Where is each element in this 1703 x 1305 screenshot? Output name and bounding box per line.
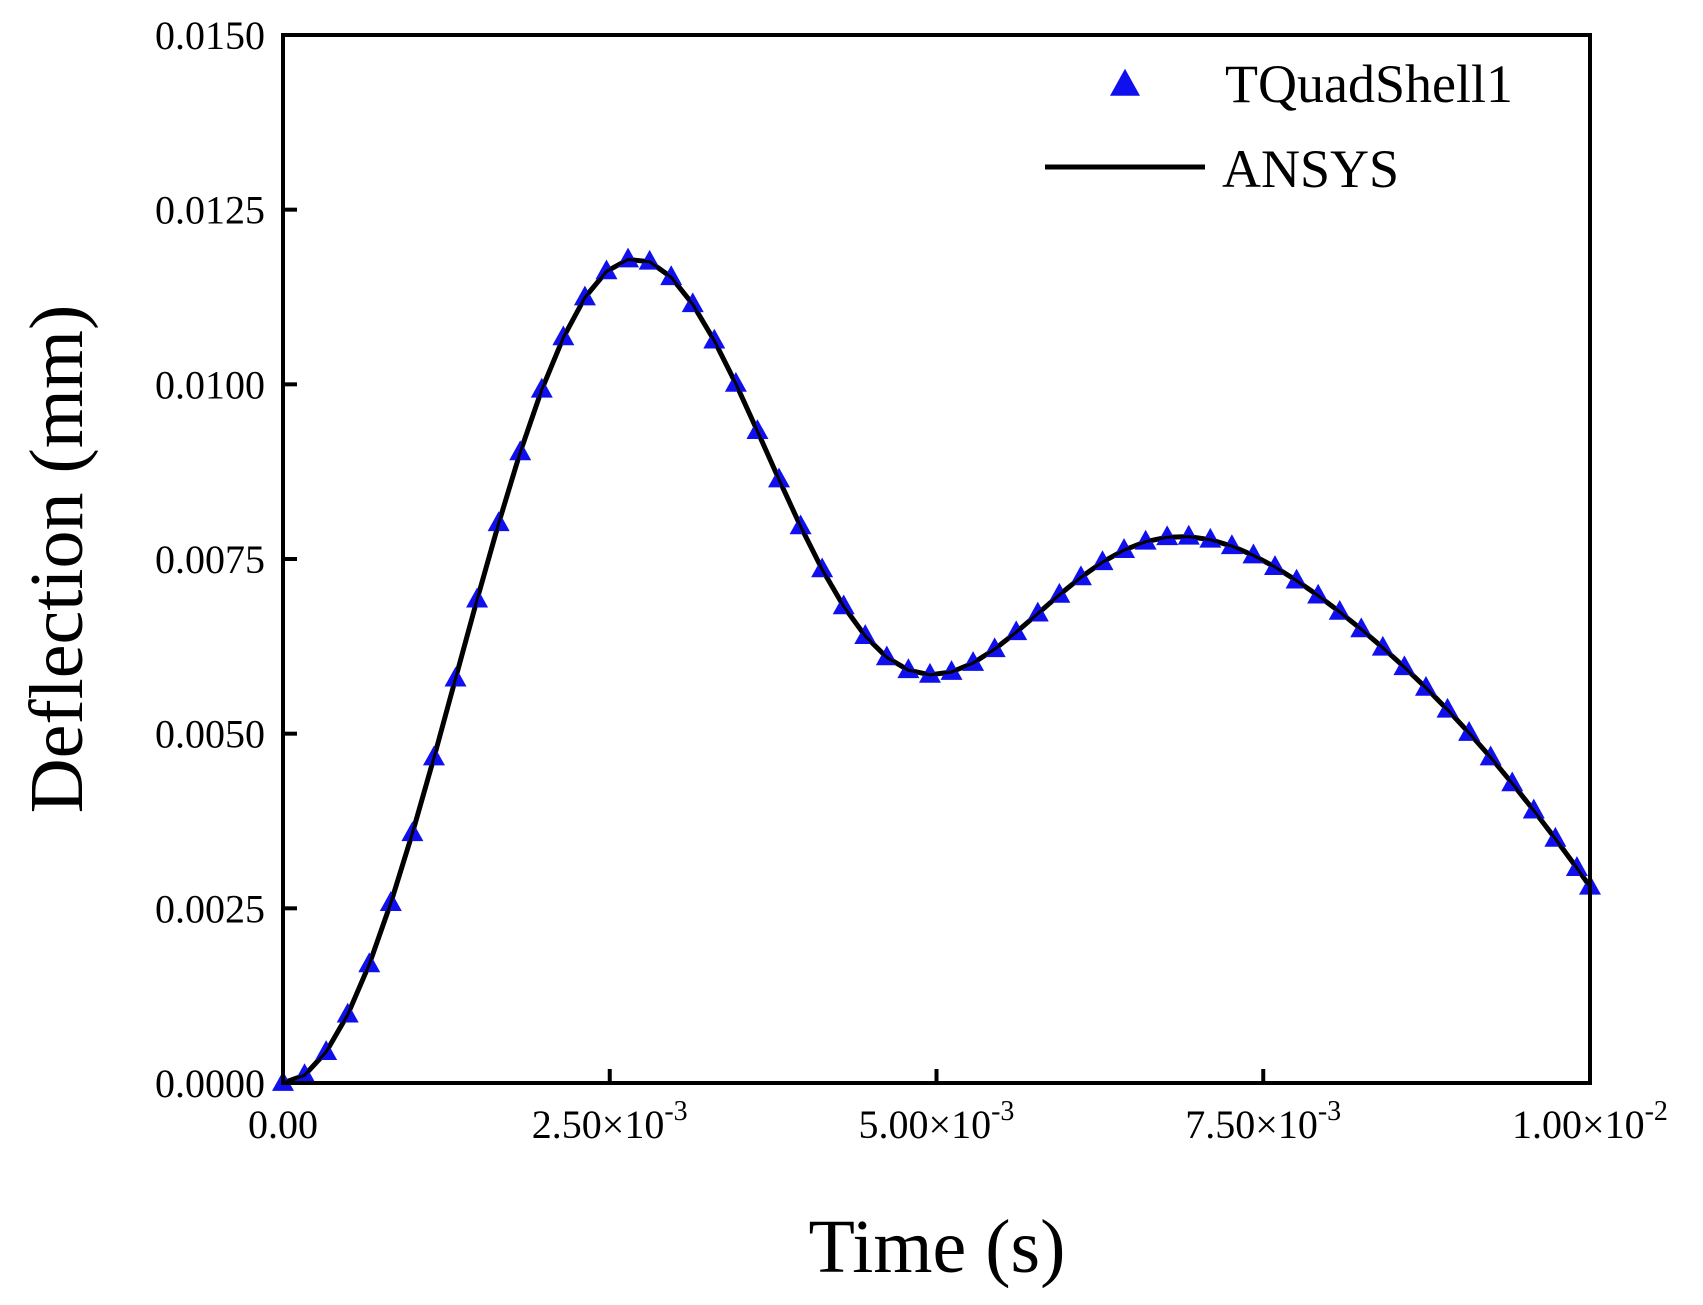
y-tick-label: 0.0050 xyxy=(155,712,265,757)
legend-label-ansys: ANSYS xyxy=(1222,139,1399,199)
x-tick-label: 2.50×10-3 xyxy=(532,1096,688,1147)
x-tick-label: 1.00×10-2 xyxy=(1512,1096,1668,1147)
x-tick-label: 7.50×10-3 xyxy=(1185,1096,1341,1147)
data-point-tquadshell1 xyxy=(595,259,618,280)
plot-layer xyxy=(272,247,1601,1091)
legend: TQuadShell1 ANSYS xyxy=(1045,54,1513,199)
data-point-tquadshell1 xyxy=(1156,525,1179,546)
data-point-tquadshell1 xyxy=(660,265,683,286)
data-point-tquadshell1 xyxy=(897,658,920,679)
legend-marker-triangle xyxy=(1110,68,1140,96)
y-tick-label: 0.0025 xyxy=(155,886,265,931)
y-tick-label: 0.0100 xyxy=(155,362,265,407)
data-point-tquadshell1 xyxy=(940,660,963,680)
y-tick-label: 0.0125 xyxy=(155,188,265,233)
y-tick-label: 0.0150 xyxy=(155,13,265,58)
legend-label-tquadshell1: TQuadShell1 xyxy=(1225,54,1513,114)
y-tick-label: 0.0000 xyxy=(155,1061,265,1106)
series-line-ansys-overlay xyxy=(282,257,1592,1085)
data-point-tquadshell1 xyxy=(918,662,941,683)
x-axis-title: Time (s) xyxy=(809,1205,1066,1289)
y-axis-title: Deflection (mm) xyxy=(15,305,99,814)
data-point-tquadshell1 xyxy=(1177,524,1200,545)
x-tick-label: 5.00×10-3 xyxy=(859,1096,1015,1147)
y-tick-label: 0.0075 xyxy=(155,537,265,582)
x-tick-label: 0.00 xyxy=(248,1102,318,1147)
ticks-layer: 0.0000 0.0025 0.0050 0.0075 0.0100 0.0125 0.01… xyxy=(155,13,1668,1147)
series-line-ansys xyxy=(282,257,1593,1086)
